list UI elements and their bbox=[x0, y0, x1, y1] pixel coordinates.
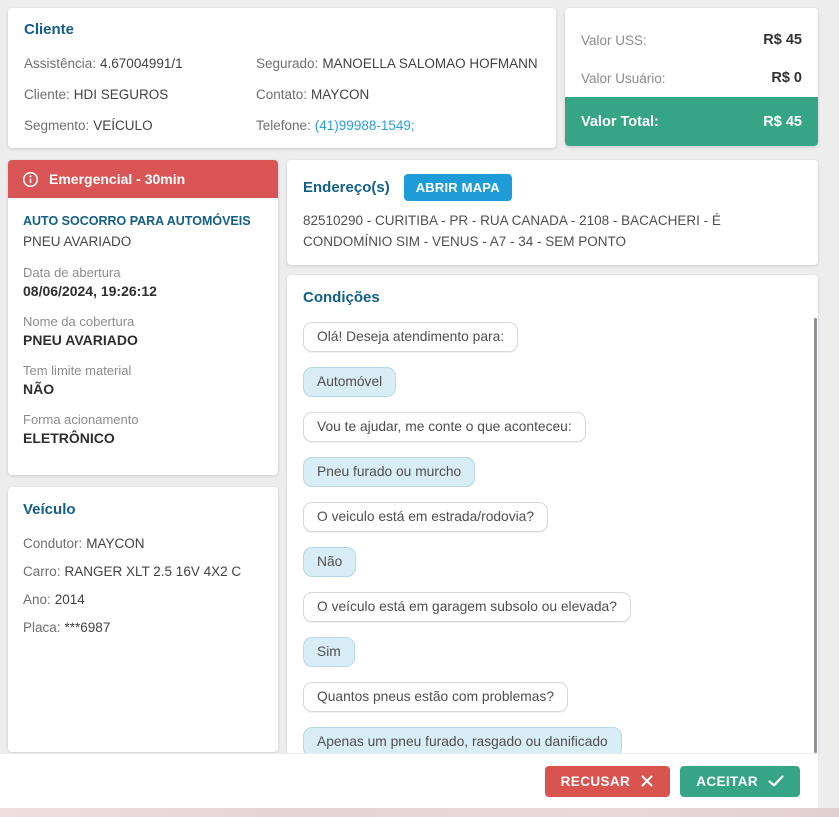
aceitar-button[interactable]: ACEITAR bbox=[680, 765, 800, 797]
segurado-field: Segurado: MANOELLA SALOMAO HOFMANN bbox=[256, 56, 538, 71]
contato-field: Contato: MAYCON bbox=[256, 87, 370, 102]
info-icon bbox=[22, 171, 39, 188]
placa-field: Placa: ***6987 bbox=[23, 620, 111, 635]
emergency-label: Emergencial - 30min bbox=[49, 171, 186, 187]
chat-message-bot: O veiculo está em estrada/rodovia? bbox=[303, 502, 549, 532]
background-page-strip bbox=[0, 808, 839, 817]
cliente-title: Cliente bbox=[24, 21, 75, 38]
data-abertura-group: Data de abertura 08/06/2024, 19:26:12 bbox=[23, 265, 157, 299]
valor-usuario-row: Valor Usuário: R$ 0 bbox=[581, 70, 802, 86]
condutor-field: Condutor: MAYCON bbox=[23, 536, 145, 551]
endereco-title: Endereço(s) bbox=[303, 179, 390, 196]
valores-card: Valor USS: R$ 45 Valor Usuário: R$ 0 Val… bbox=[565, 8, 818, 146]
chat-message-bot: Quantos pneus estão com problemas? bbox=[303, 682, 568, 712]
chat-message-user: Automóvel bbox=[303, 367, 397, 397]
cliente-card: Cliente Assistência: 4.67004991/1 Cliente… bbox=[8, 8, 556, 148]
telefone-link[interactable]: (41)99988-1549; bbox=[314, 118, 415, 133]
address-text: 82510290 - CURITIBA - PR - RUA CANADA - … bbox=[303, 213, 721, 249]
check-icon bbox=[768, 775, 784, 787]
recusar-button[interactable]: RECUSAR bbox=[544, 765, 671, 797]
limite-material-group: Tem limite material NÃO bbox=[23, 363, 132, 397]
action-footer: RECUSAR ACEITAR bbox=[0, 753, 818, 808]
chat-scrollbar[interactable] bbox=[814, 318, 817, 753]
chat-message-user: Apenas um pneu furado, rasgado ou danifi… bbox=[303, 727, 622, 755]
chat-message-user: Pneu furado ou murcho bbox=[303, 457, 476, 487]
emergency-banner: Emergencial - 30min bbox=[8, 160, 278, 198]
segmento-field: Segmento: VEÍCULO bbox=[24, 118, 153, 133]
condicoes-card: Condições Olá! Deseja atendimento para: … bbox=[287, 275, 818, 755]
ano-field: Ano: 2014 bbox=[23, 592, 85, 607]
chat-message-bot: O veículo está em garagem subsolo ou ele… bbox=[303, 592, 631, 622]
x-icon bbox=[640, 774, 654, 788]
service-title: AUTO SOCORRO PARA AUTOMÓVEIS bbox=[23, 214, 251, 228]
chat-message-user: Sim bbox=[303, 637, 355, 667]
carro-field: Carro: RANGER XLT 2.5 16V 4X2 C bbox=[23, 564, 242, 579]
cobertura-group: Nome da cobertura PNEU AVARIADO bbox=[23, 314, 138, 348]
condicoes-title: Condições bbox=[303, 289, 380, 306]
abrir-mapa-button[interactable]: ABRIR MAPA bbox=[403, 174, 512, 201]
chat-message-bot: Olá! Deseja atendimento para: bbox=[303, 322, 519, 352]
valor-total-row: Valor Total: R$ 45 bbox=[565, 97, 818, 146]
chat-message-user: Não bbox=[303, 547, 357, 577]
chat-message-bot: Vou te ajudar, me conte o que aconteceu: bbox=[303, 412, 586, 442]
valor-uss-row: Valor USS: R$ 45 bbox=[581, 32, 802, 48]
telefone-field: Telefone: (41)99988-1549; bbox=[256, 118, 415, 133]
cliente-fields: Assistência: 4.67004991/1 Cliente: HDI SEG… bbox=[24, 48, 540, 141]
veiculo-card: Veículo Condutor: MAYCON Carro: RANGER XLT… bbox=[8, 487, 278, 752]
service-subtitle: PNEU AVARIADO bbox=[23, 234, 132, 249]
servico-card: Emergencial - 30min AUTO SOCORRO PARA AU… bbox=[8, 160, 278, 475]
veiculo-title: Veículo bbox=[23, 501, 76, 518]
chat-history: Olá! Deseja atendimento para: Automóvel … bbox=[303, 322, 802, 755]
assistencia-field: Assistência: 4.67004991/1 bbox=[24, 56, 183, 71]
endereco-card: Endereço(s) ABRIR MAPA 82510290 - CURITI… bbox=[287, 160, 818, 265]
cliente-field: Cliente: HDI SEGUROS bbox=[24, 87, 169, 102]
forma-acionamento-group: Forma acionamento ELETRÔNICO bbox=[23, 412, 139, 446]
